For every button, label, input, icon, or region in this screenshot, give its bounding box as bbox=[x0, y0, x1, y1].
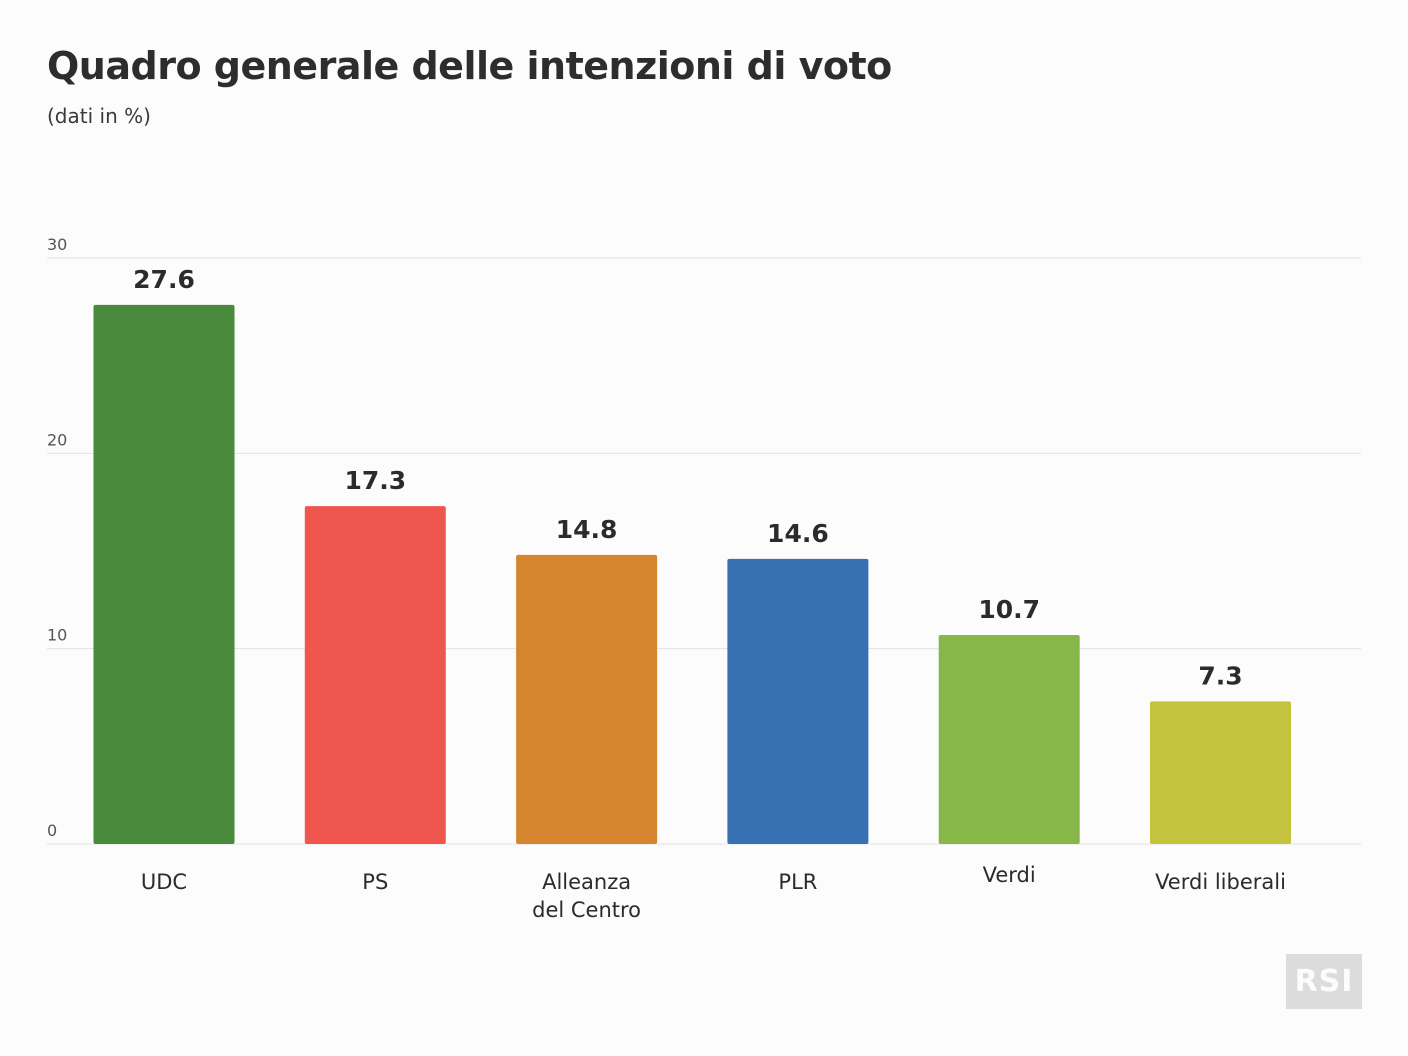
bar bbox=[516, 554, 658, 844]
value-label: 14.6 bbox=[767, 519, 829, 548]
rsi-logo: RSI bbox=[1286, 954, 1362, 1009]
value-label: 17.3 bbox=[344, 466, 406, 495]
label-layer: 27.6 UDC 17.3 PS 14.8 Alleanza del Centro 14.6 P… bbox=[133, 265, 1286, 922]
value-label: 27.6 bbox=[133, 265, 195, 294]
y-tick-label: 0 bbox=[47, 821, 57, 840]
bar bbox=[93, 304, 235, 844]
y-tick-label: 30 bbox=[47, 235, 67, 254]
bar-layer bbox=[93, 304, 1291, 844]
category-label: Verdi liberali bbox=[1155, 870, 1286, 894]
grid-layer: 0 10 20 30 bbox=[47, 235, 1361, 845]
value-label: 7.3 bbox=[1198, 661, 1242, 690]
category-label: Verdi bbox=[983, 863, 1036, 887]
category-label: Alleanza del Centro bbox=[532, 870, 641, 922]
value-label: 14.8 bbox=[556, 515, 618, 544]
chart-subtitle: (dati in %) bbox=[47, 104, 151, 128]
chart-title: Quadro generale delle intenzioni di voto bbox=[47, 44, 892, 88]
bar bbox=[938, 634, 1080, 844]
y-tick-label: 10 bbox=[47, 626, 67, 645]
category-label: UDC bbox=[141, 870, 187, 894]
value-label: 10.7 bbox=[978, 595, 1040, 624]
category-label: PS bbox=[362, 870, 388, 894]
bar bbox=[727, 558, 869, 844]
category-label: PLR bbox=[778, 870, 817, 894]
bar bbox=[1150, 701, 1291, 844]
bar bbox=[304, 506, 446, 844]
y-tick-label: 20 bbox=[47, 430, 67, 449]
